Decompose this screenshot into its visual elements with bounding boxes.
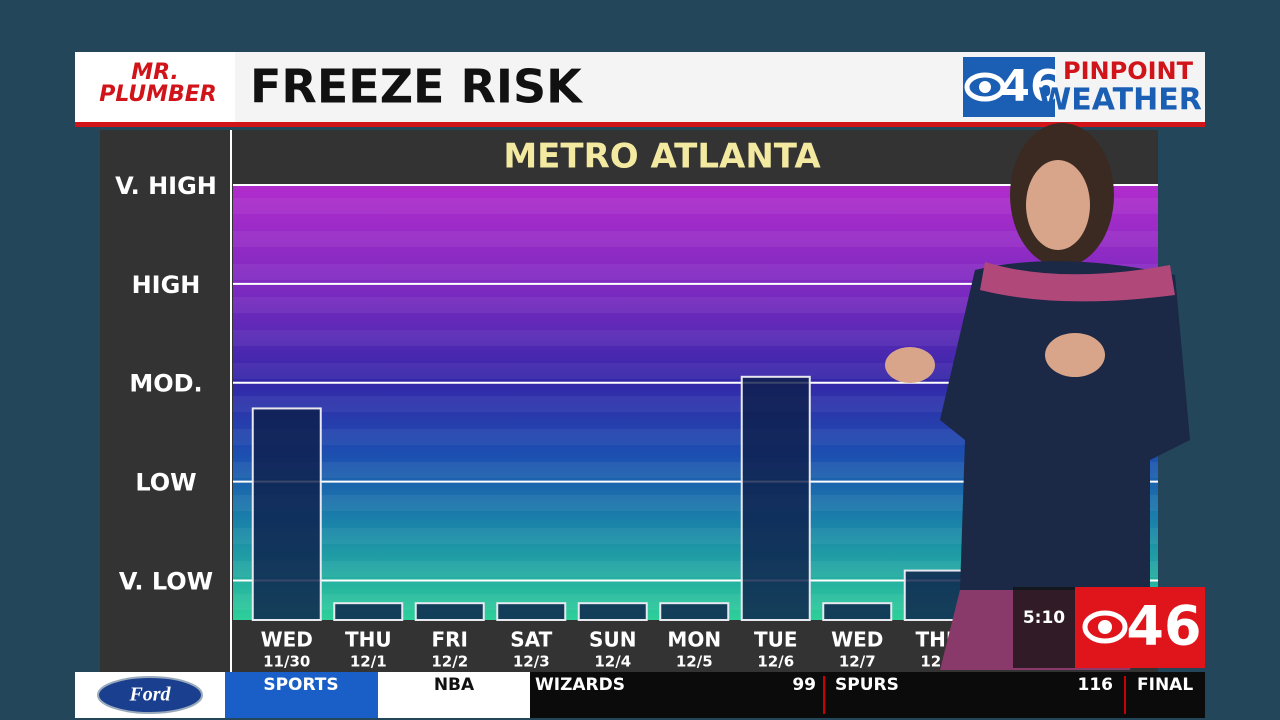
bar — [251, 407, 322, 621]
bar — [740, 375, 811, 621]
league-box — [378, 672, 530, 718]
x-tick-sublabel: 12/4 — [594, 653, 631, 671]
bar — [659, 602, 730, 621]
clock-box — [1013, 587, 1075, 668]
chart-title: METRO ATLANTA — [503, 137, 821, 177]
x-tick-label: SUN — [589, 628, 636, 652]
presenter-body — [940, 261, 1190, 590]
bar — [496, 602, 567, 621]
header-rule — [75, 122, 1205, 127]
x-tick-sublabel: 12/6 — [757, 653, 794, 671]
bar — [414, 602, 485, 621]
x-tick-sublabel: 12/3 — [513, 653, 550, 671]
section-box — [225, 672, 378, 718]
score: 116 — [1078, 675, 1114, 695]
x-tick-label: TUE — [754, 628, 798, 652]
station-number: 46 — [999, 61, 1060, 112]
presenter-hand — [885, 347, 935, 383]
presenter-collar — [980, 262, 1175, 302]
y-tick-label: HIGH — [132, 271, 201, 299]
page-title: FREEZE RISK — [250, 60, 584, 114]
x-tick-label: WED — [261, 628, 313, 652]
bar — [333, 602, 404, 621]
channel-bug — [1075, 587, 1205, 668]
logo-text: PLUMBER — [99, 82, 216, 107]
station-box — [963, 57, 1055, 117]
cbs-eye-pupil — [979, 81, 991, 93]
logo-text: MR. — [131, 60, 179, 85]
x-tick-sublabel: 11/30 — [263, 653, 310, 671]
x-tick-sublabel: 12/1 — [350, 653, 387, 671]
bar — [822, 602, 893, 621]
clock: 5:10 — [1023, 608, 1065, 628]
x-tick-sublabel: 12/2 — [431, 653, 468, 671]
score: 99 — [792, 675, 816, 695]
y-tick-label: MOD. — [129, 370, 202, 398]
sponsor: Ford — [128, 684, 171, 706]
logo-box — [75, 52, 235, 122]
bar — [577, 602, 648, 621]
x-tick-label: SAT — [510, 628, 552, 652]
ticker-section: SPORTS — [263, 675, 338, 695]
game-status: FINAL — [1137, 675, 1193, 695]
brand-text: WEATHER — [1038, 83, 1202, 118]
team: SPURS — [835, 675, 899, 695]
channel-number: 46 — [1126, 595, 1201, 658]
x-tick-label: FRI — [431, 628, 468, 652]
team: WIZARDS — [535, 675, 625, 695]
x-tick-label: MON — [667, 628, 721, 652]
ticker-league: NBA — [434, 675, 475, 695]
presenter-hand — [1045, 333, 1105, 377]
presenter-face — [1026, 160, 1090, 250]
y-tick-label: V. HIGH — [115, 172, 217, 200]
cbs-eye — [964, 72, 1006, 102]
cbs-eye-pupil — [1098, 620, 1112, 634]
brand-text: PINPOINT — [1063, 57, 1194, 85]
x-tick-label: THU — [345, 628, 392, 652]
y-tick-label: LOW — [135, 469, 196, 497]
cbs-eye — [1082, 610, 1128, 644]
x-tick-sublabel: 12/5 — [676, 653, 713, 671]
ford-oval — [97, 676, 203, 714]
x-tick-label: WED — [831, 628, 883, 652]
x-tick-sublabel: 12/7 — [839, 653, 876, 671]
y-tick-label: V. LOW — [119, 567, 213, 595]
